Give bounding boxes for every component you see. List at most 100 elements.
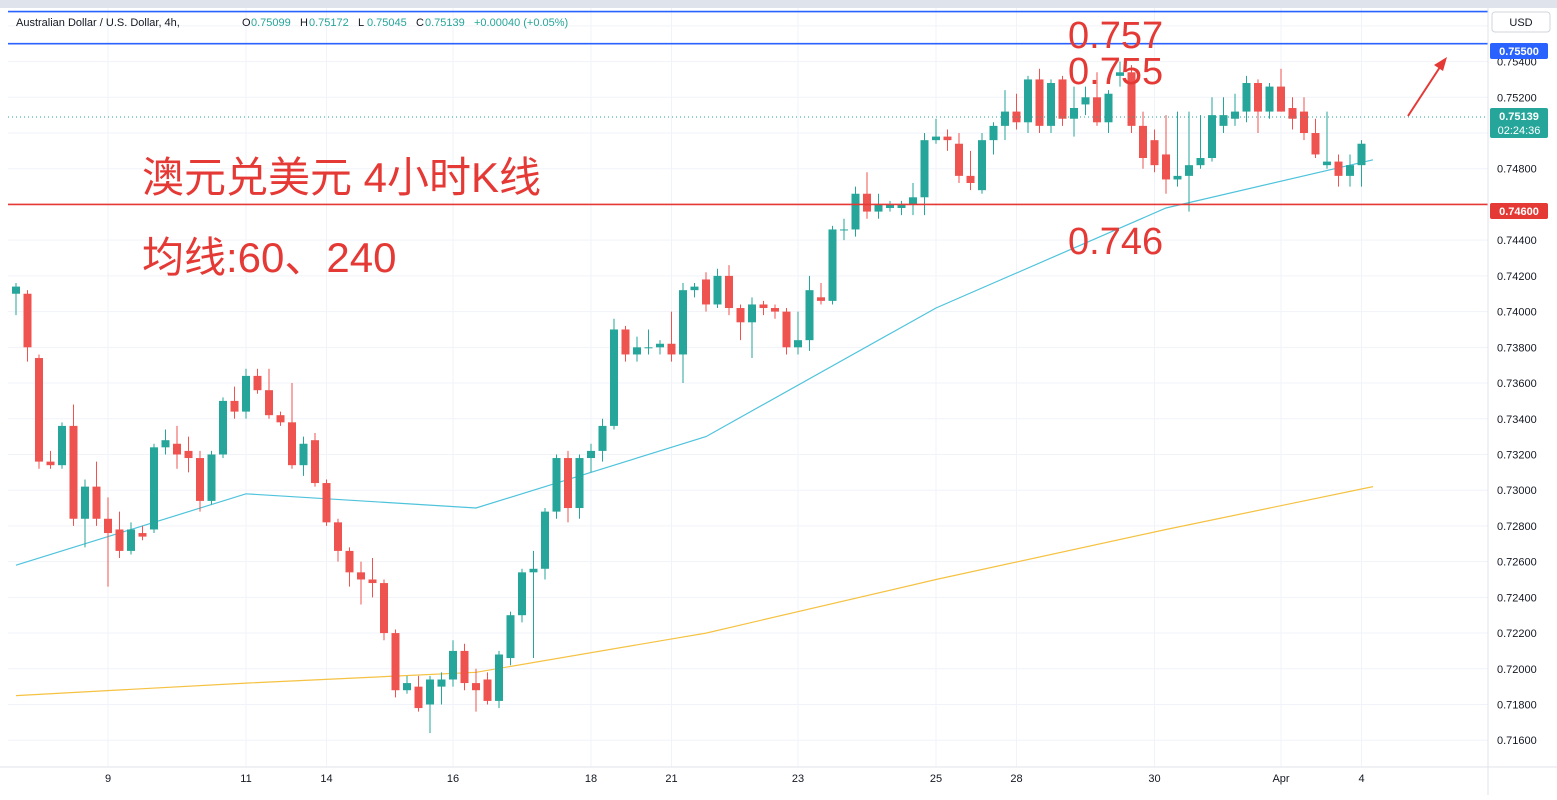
candle-up[interactable] [989, 122, 998, 155]
candle-up[interactable] [299, 436, 308, 476]
currency-button[interactable]: USD [1491, 11, 1551, 33]
candle-down[interactable] [1127, 65, 1136, 134]
candle-down[interactable] [725, 265, 733, 316]
candle-up[interactable] [587, 443, 595, 473]
candle-down[interactable] [1035, 68, 1044, 134]
candle-down[interactable] [311, 433, 319, 487]
candle-down[interactable] [92, 461, 101, 526]
candle-up[interactable] [909, 183, 917, 216]
candle-up[interactable] [897, 200, 906, 216]
candle-up[interactable] [805, 275, 814, 351]
candle-down[interactable] [196, 450, 204, 512]
candle-up[interactable] [12, 283, 20, 316]
candle-up[interactable] [207, 450, 216, 505]
candle-up[interactable] [851, 186, 860, 237]
candle-up[interactable] [1070, 86, 1078, 137]
candle-up[interactable] [1323, 111, 1331, 169]
candle-down[interactable] [230, 386, 239, 419]
candle-down[interactable] [46, 450, 55, 469]
candle-up[interactable] [644, 329, 653, 355]
candle-up[interactable] [529, 550, 538, 659]
candlesticks[interactable] [12, 61, 1366, 734]
candle-up[interactable] [449, 640, 457, 687]
candle-up[interactable] [1024, 75, 1032, 134]
candle-up[interactable] [598, 418, 607, 462]
candle-down[interactable] [1277, 68, 1285, 112]
candle-up[interactable] [920, 133, 929, 216]
candle-up[interactable] [437, 672, 446, 705]
candle-down[interactable] [276, 411, 285, 426]
candle-down[interactable] [1300, 97, 1308, 141]
candle-down[interactable] [621, 325, 630, 362]
candle-down[interactable] [863, 172, 871, 219]
candle-up[interactable] [403, 675, 411, 694]
candle-up[interactable] [242, 368, 250, 419]
candle-up[interactable] [541, 508, 549, 580]
candle-down[interactable] [368, 558, 377, 598]
candle-down[interactable] [1058, 75, 1067, 126]
candle-down[interactable] [1254, 79, 1262, 134]
candle-down[interactable] [391, 629, 400, 698]
candle-down[interactable] [288, 383, 296, 469]
candle-up[interactable] [932, 118, 940, 144]
candle-down[interactable] [759, 300, 768, 316]
candle-down[interactable] [414, 675, 423, 712]
candle-down[interactable] [23, 290, 32, 362]
candle-down[interactable] [1150, 129, 1159, 173]
candle-down[interactable] [345, 547, 354, 587]
candle-down[interactable] [357, 561, 365, 605]
candle-down[interactable] [1288, 97, 1297, 130]
currency-button-box[interactable] [1491, 11, 1551, 33]
candle-down[interactable] [564, 450, 572, 523]
candle-up[interactable] [978, 133, 986, 194]
candle-up[interactable] [575, 454, 584, 519]
candle-down[interactable] [69, 404, 78, 526]
candle-up[interactable] [1173, 111, 1182, 187]
candle-down[interactable] [667, 311, 676, 362]
candle-up[interactable] [58, 422, 66, 469]
candle-up[interactable] [1047, 79, 1055, 134]
candle-down[interactable] [138, 525, 147, 541]
candle-up[interactable] [81, 479, 89, 548]
candle-up[interactable] [161, 429, 170, 455]
candle-down[interactable] [771, 304, 779, 319]
candle-up[interactable] [794, 311, 802, 355]
candle-up[interactable] [518, 568, 526, 623]
candle-up[interactable] [748, 297, 756, 359]
candle-up[interactable] [552, 454, 561, 519]
candle-down[interactable] [702, 272, 710, 312]
candle-up[interactable] [633, 336, 641, 362]
candle-up[interactable] [1116, 61, 1124, 87]
candle-up[interactable] [713, 268, 722, 309]
candle-down[interactable] [955, 133, 963, 184]
candle-down[interactable] [782, 308, 791, 355]
candle-down[interactable] [1162, 115, 1170, 194]
candle-down[interactable] [460, 643, 469, 691]
candle-up[interactable] [679, 283, 687, 384]
candle-down[interactable] [35, 354, 43, 469]
candle-up[interactable] [656, 340, 664, 355]
candle-down[interactable] [1334, 154, 1343, 187]
candle-up[interactable] [874, 193, 883, 219]
candle-down[interactable] [104, 497, 112, 587]
candle-up[interactable] [1185, 111, 1193, 212]
candle-down[interactable] [966, 150, 975, 191]
candle-down[interactable] [483, 672, 492, 705]
candle-up[interactable] [219, 397, 227, 459]
candle-up[interactable] [1231, 93, 1239, 126]
candle-up[interactable] [1208, 97, 1216, 162]
candle-up[interactable] [495, 650, 503, 709]
candle-up[interactable] [1357, 140, 1366, 187]
candle-up[interactable] [150, 443, 158, 534]
candle-down[interactable] [380, 579, 388, 641]
candle-down[interactable] [943, 129, 952, 151]
candle-down[interactable] [184, 436, 193, 473]
time-axis[interactable]: 9 11 14 16 18 21 23 25 28 30 Apr 4 [0, 766, 1557, 785]
candle-up[interactable] [506, 611, 515, 666]
candle-up[interactable] [1219, 97, 1228, 134]
candle-down[interactable] [265, 368, 273, 419]
candle-up[interactable] [690, 283, 699, 298]
candle-down[interactable] [736, 304, 745, 341]
candle-up[interactable] [840, 218, 848, 241]
candle-down[interactable] [322, 479, 331, 526]
